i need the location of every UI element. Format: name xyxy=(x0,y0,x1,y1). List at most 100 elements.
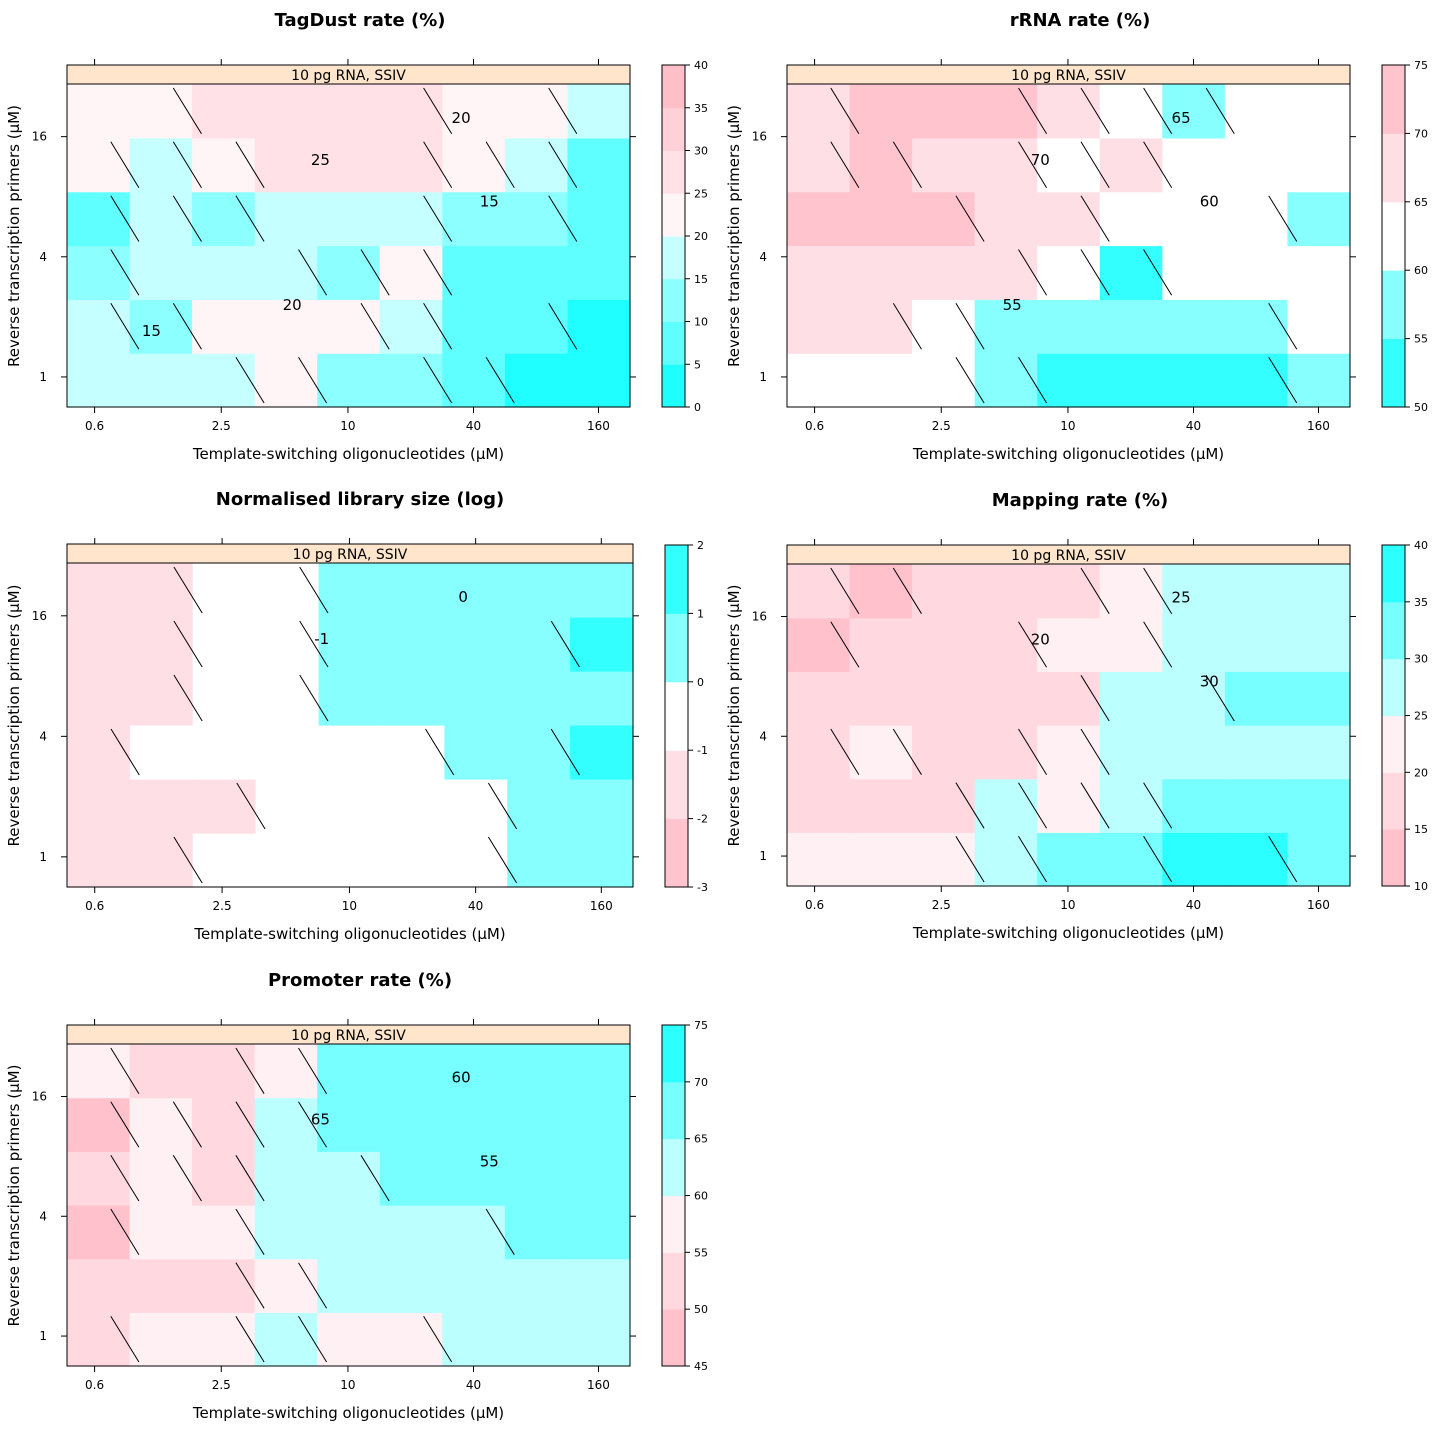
heatmap-cell xyxy=(318,617,383,672)
heatmap-cell xyxy=(254,299,318,354)
contour-segment xyxy=(485,1208,515,1255)
heatmap-cell xyxy=(912,832,976,887)
heatmap-cell xyxy=(129,1097,193,1152)
colorbar: 10 15 20 25 30 35 40 xyxy=(1381,539,1428,893)
colorbar-tick-label: 70 xyxy=(1414,127,1428,140)
x-tick-label: 2.5 xyxy=(932,419,951,433)
heatmap-cell xyxy=(317,245,381,300)
heatmap-cell xyxy=(1287,137,1351,193)
x-axis-label: Template-switching oligonucleotides (μM) xyxy=(193,925,505,943)
heatmap-cell xyxy=(912,191,976,247)
contour-segment xyxy=(548,195,578,242)
colorbar-tick-label: 50 xyxy=(1414,401,1428,414)
contour-segment xyxy=(235,1262,265,1309)
heatmap-cell xyxy=(912,671,976,726)
heatmap-cell xyxy=(567,1044,631,1099)
heatmap-cell xyxy=(317,191,381,247)
heatmap-cell xyxy=(1287,725,1351,780)
heatmap-cell xyxy=(507,725,571,780)
heatmap-cell xyxy=(912,564,976,619)
x-tick-label: 0.6 xyxy=(805,419,824,433)
y-tick-label: 1 xyxy=(759,849,767,863)
heatmap-cell xyxy=(192,725,257,780)
heatmap-cell xyxy=(129,1205,193,1260)
heatmap-cell xyxy=(1037,84,1101,139)
heatmap-cell xyxy=(318,725,383,780)
colorbar-tick-label: 0 xyxy=(697,676,704,689)
colorbar-bin xyxy=(662,193,685,237)
heatmap-cell xyxy=(1224,84,1289,139)
heatmap-cell xyxy=(1099,832,1163,887)
colorbar-bin xyxy=(1382,658,1405,716)
panel-title: Promoter rate (%) xyxy=(268,970,452,991)
heatmap-cell xyxy=(1287,778,1351,833)
heatmap-cell xyxy=(1162,564,1226,619)
y-tick-label: 4 xyxy=(39,250,47,264)
contour-segment xyxy=(173,620,203,668)
contour-segment xyxy=(360,303,390,350)
colorbar-bin xyxy=(662,107,685,151)
heatmap-cell xyxy=(1224,137,1289,193)
colorbar-tick-label: 75 xyxy=(694,1019,708,1032)
x-tick-label: 0.6 xyxy=(85,419,104,433)
x-axis-label: Template-switching oligonucleotides (μM) xyxy=(912,445,1224,463)
heatmap-cell xyxy=(1037,725,1101,780)
heatmap-cell xyxy=(567,299,631,354)
contour-segment xyxy=(360,249,390,296)
heatmap-cell xyxy=(1224,617,1289,672)
heatmap-cell xyxy=(67,617,131,672)
heatmap-cell xyxy=(849,671,913,726)
contour-segment xyxy=(1018,728,1048,775)
heatmap-cell xyxy=(1162,191,1226,247)
heatmap-cells xyxy=(67,563,634,888)
contour-segment xyxy=(298,1047,328,1094)
heatmap-cell xyxy=(192,84,256,139)
heatmap-cell xyxy=(912,84,976,139)
heatmap-cell xyxy=(570,617,634,672)
colorbar-tick-label: 20 xyxy=(694,230,708,243)
colorbar-tick-label: -3 xyxy=(697,881,708,894)
colorbar-bin xyxy=(662,364,685,408)
heatmap-cell xyxy=(379,353,443,408)
heatmap-cell xyxy=(1037,245,1101,300)
contour-segment xyxy=(1080,567,1110,614)
colorbar-tick-label: 75 xyxy=(1414,59,1428,72)
heatmap-cell xyxy=(192,353,256,408)
heatmap-cell xyxy=(254,137,318,193)
heatmap-cell xyxy=(254,191,318,247)
heatmap-cell xyxy=(192,191,256,247)
heatmap-cell xyxy=(787,725,851,780)
heatmap-cell xyxy=(129,245,193,300)
x-tick-label: 0.6 xyxy=(85,1378,104,1392)
heatmap-cell xyxy=(1099,725,1163,780)
heatmap-cell xyxy=(317,1205,381,1260)
contour-segment xyxy=(423,87,453,135)
contour-segment xyxy=(892,567,922,614)
contour-label: 20 xyxy=(283,296,302,314)
heatmap-cell xyxy=(1162,671,1226,726)
heatmap-cell xyxy=(381,671,445,726)
x-tick-label: 40 xyxy=(466,1378,481,1392)
contour-segment xyxy=(1143,782,1173,829)
heatmap-cell xyxy=(849,137,913,193)
heatmap-cell xyxy=(442,245,506,300)
heatmap-cell xyxy=(912,299,976,354)
heatmap-cell xyxy=(974,617,1038,672)
contour-segment xyxy=(235,1101,265,1148)
colorbar-bin xyxy=(1382,65,1405,134)
colorbar-bin xyxy=(665,545,688,614)
contour-label: 20 xyxy=(452,109,471,127)
panel-title: rRNA rate (%) xyxy=(1010,10,1151,31)
heatmap-cell xyxy=(787,671,851,726)
colorbar-bin xyxy=(662,278,685,322)
contour-segment xyxy=(892,728,922,775)
heatmap-cell xyxy=(255,725,320,780)
heatmap-cell xyxy=(504,84,569,139)
colorbar-tick-label: 35 xyxy=(694,102,708,115)
heatmap-cell xyxy=(442,1151,506,1206)
colorbar-bin xyxy=(665,818,688,888)
heatmap-cell xyxy=(67,245,131,300)
heatmap-cell xyxy=(1099,191,1163,247)
y-tick-label: 1 xyxy=(39,1329,47,1343)
